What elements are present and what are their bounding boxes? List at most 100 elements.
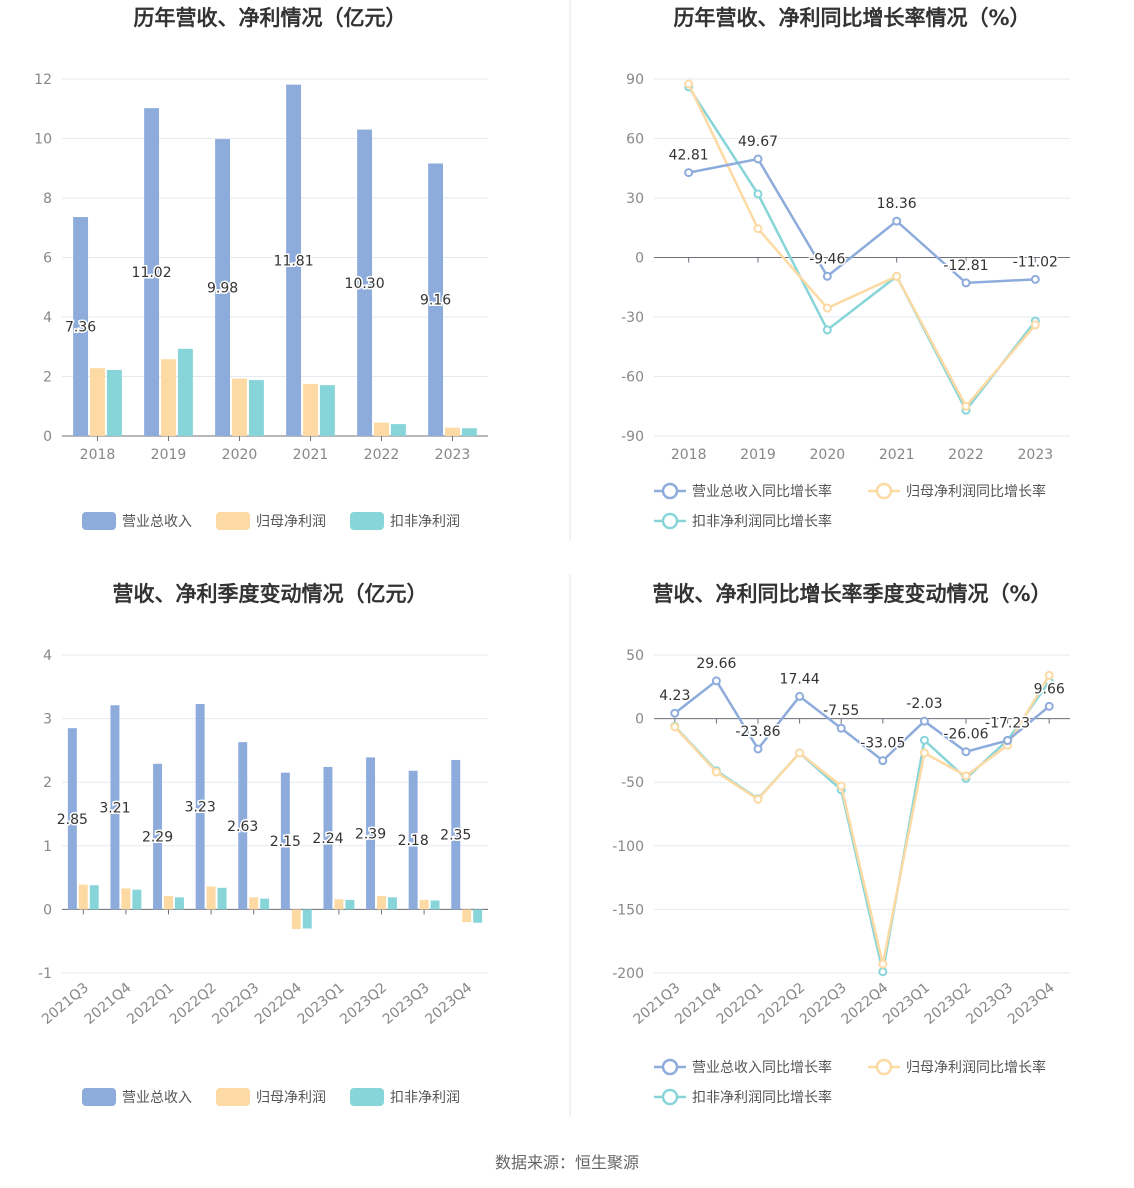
x-tick-label: 2021 bbox=[879, 447, 915, 463]
line-net-profit-growth bbox=[673, 674, 1051, 965]
bar-revenue bbox=[323, 766, 333, 910]
x-tick-label: 2023 bbox=[435, 447, 471, 463]
bar-revenue bbox=[195, 703, 205, 910]
bar-deducted-net-profit bbox=[89, 885, 99, 910]
revenue-growth-data-label: -2.03 bbox=[906, 696, 942, 712]
y-tick-label: 90 bbox=[626, 72, 644, 88]
line-point bbox=[684, 79, 694, 89]
legend-swatch bbox=[82, 1088, 116, 1106]
legend-swatch bbox=[350, 1088, 384, 1106]
bar-deducted-net-profit bbox=[390, 424, 406, 436]
bar-net-profit bbox=[377, 896, 386, 910]
quarterly-growth-rate-line-chart: -200-150-100-500502021Q32021Q42022Q12022… bbox=[612, 648, 1070, 1106]
bar-deducted-net-profit bbox=[345, 899, 355, 910]
revenue-data-label: 11.02 bbox=[132, 265, 172, 281]
line-point bbox=[961, 771, 971, 781]
revenue-data-label: 2.18 bbox=[398, 833, 429, 849]
legend-swatch bbox=[350, 512, 384, 530]
line-point bbox=[919, 748, 929, 758]
bar-net-profit bbox=[232, 378, 247, 436]
line-point bbox=[961, 401, 971, 411]
line-point bbox=[961, 747, 971, 757]
bar-deducted-net-profit bbox=[387, 897, 397, 910]
legend-label: 营业总收入同比增长率 bbox=[692, 483, 832, 500]
revenue-growth-data-label: -12.81 bbox=[943, 258, 988, 274]
bar-revenue bbox=[73, 217, 89, 436]
bar-revenue bbox=[144, 108, 160, 436]
revenue-data-label: 11.81 bbox=[274, 253, 314, 269]
y-tick-label: 12 bbox=[34, 72, 52, 88]
y-tick-label: 6 bbox=[43, 251, 52, 267]
line-point bbox=[753, 154, 763, 164]
y-tick-label: 4 bbox=[43, 648, 52, 664]
legend-item-net-profit: 归母净利润 bbox=[216, 1088, 326, 1106]
revenue-growth-data-label: 29.66 bbox=[696, 656, 736, 672]
chart-title-quarterly-revenue-profit: 营收、净利季度变动情况（亿元） bbox=[113, 582, 428, 606]
revenue-data-label: 3.21 bbox=[99, 800, 130, 816]
x-tick-label: 2019 bbox=[740, 447, 776, 463]
bar-deducted-net-profit bbox=[217, 887, 227, 910]
legend-label: 营业总收入同比增长率 bbox=[692, 1059, 832, 1076]
bar-net-profit bbox=[121, 888, 131, 910]
legend-marker bbox=[661, 1058, 679, 1076]
x-tick-label: 2022Q2 bbox=[167, 980, 220, 1028]
line-point bbox=[919, 716, 929, 726]
revenue-growth-data-label: 17.44 bbox=[780, 671, 820, 687]
revenue-growth-data-label: -23.86 bbox=[735, 724, 780, 740]
bar-revenue bbox=[110, 705, 120, 910]
line-point bbox=[684, 168, 694, 178]
line-point bbox=[711, 767, 721, 777]
y-tick-label: -60 bbox=[621, 370, 644, 386]
revenue-growth-data-label: 42.81 bbox=[669, 148, 709, 164]
legend-label: 营业总收入 bbox=[122, 514, 192, 530]
revenue-growth-data-label: -33.05 bbox=[860, 736, 905, 752]
quarterly-revenue-profit-bar-chart: -1012342021Q32021Q42022Q12022Q22022Q3202… bbox=[38, 648, 488, 1106]
x-tick-label: 2022 bbox=[364, 447, 400, 463]
line-point bbox=[753, 794, 763, 804]
line-point bbox=[961, 278, 971, 288]
x-tick-label: 2018 bbox=[671, 447, 707, 463]
x-tick-label: 2020 bbox=[222, 447, 258, 463]
line-point bbox=[670, 722, 680, 732]
bar-deducted-net-profit bbox=[174, 897, 184, 910]
line-point bbox=[892, 271, 902, 281]
bar-revenue bbox=[153, 763, 163, 910]
bar-revenue bbox=[280, 772, 290, 910]
x-tick-label: 2023Q4 bbox=[422, 980, 475, 1028]
bar-deducted-net-profit bbox=[248, 380, 264, 436]
line-point bbox=[878, 959, 888, 969]
bar-net-profit bbox=[291, 909, 301, 930]
bar-deducted-net-profit bbox=[302, 909, 312, 929]
bar-net-profit bbox=[249, 897, 259, 910]
revenue-growth-data-label: 4.23 bbox=[659, 688, 690, 704]
bar-deducted-net-profit bbox=[132, 889, 142, 910]
legend-item-net-profit: 归母净利润 bbox=[216, 512, 326, 530]
legend-label: 扣非净利润同比增长率 bbox=[692, 1089, 832, 1106]
bar-net-profit bbox=[206, 886, 216, 910]
legend-marker bbox=[875, 1058, 893, 1076]
revenue-growth-data-label: -7.55 bbox=[823, 703, 859, 719]
bar-deducted-net-profit bbox=[177, 348, 193, 436]
legend-item-revenue: 营业总收入同比增长率 bbox=[654, 1058, 832, 1076]
legend-marker bbox=[875, 482, 893, 500]
line-point bbox=[836, 781, 846, 791]
bar-revenue bbox=[286, 84, 302, 436]
bar-revenue bbox=[238, 742, 248, 910]
bar-revenue bbox=[366, 757, 376, 910]
revenue-data-label: 2.15 bbox=[270, 834, 301, 850]
bar-revenue bbox=[408, 770, 418, 910]
y-tick-label: 2 bbox=[43, 775, 52, 791]
bar-revenue bbox=[215, 139, 231, 436]
line-point bbox=[919, 735, 929, 745]
line-point bbox=[1030, 320, 1040, 330]
bar-net-profit bbox=[161, 359, 176, 436]
revenue-data-label: 2.24 bbox=[312, 831, 343, 847]
x-tick-label: 2021 bbox=[293, 447, 329, 463]
y-tick-label: 0 bbox=[43, 429, 52, 445]
y-tick-label: -50 bbox=[621, 775, 644, 791]
revenue-data-label: 3.23 bbox=[185, 800, 216, 816]
x-tick-label: 2023Q3 bbox=[380, 980, 433, 1028]
bar-deducted-net-profit bbox=[473, 909, 483, 923]
x-tick-label: 2021Q4 bbox=[82, 980, 135, 1028]
revenue-growth-data-label: -17.23 bbox=[985, 716, 1030, 732]
